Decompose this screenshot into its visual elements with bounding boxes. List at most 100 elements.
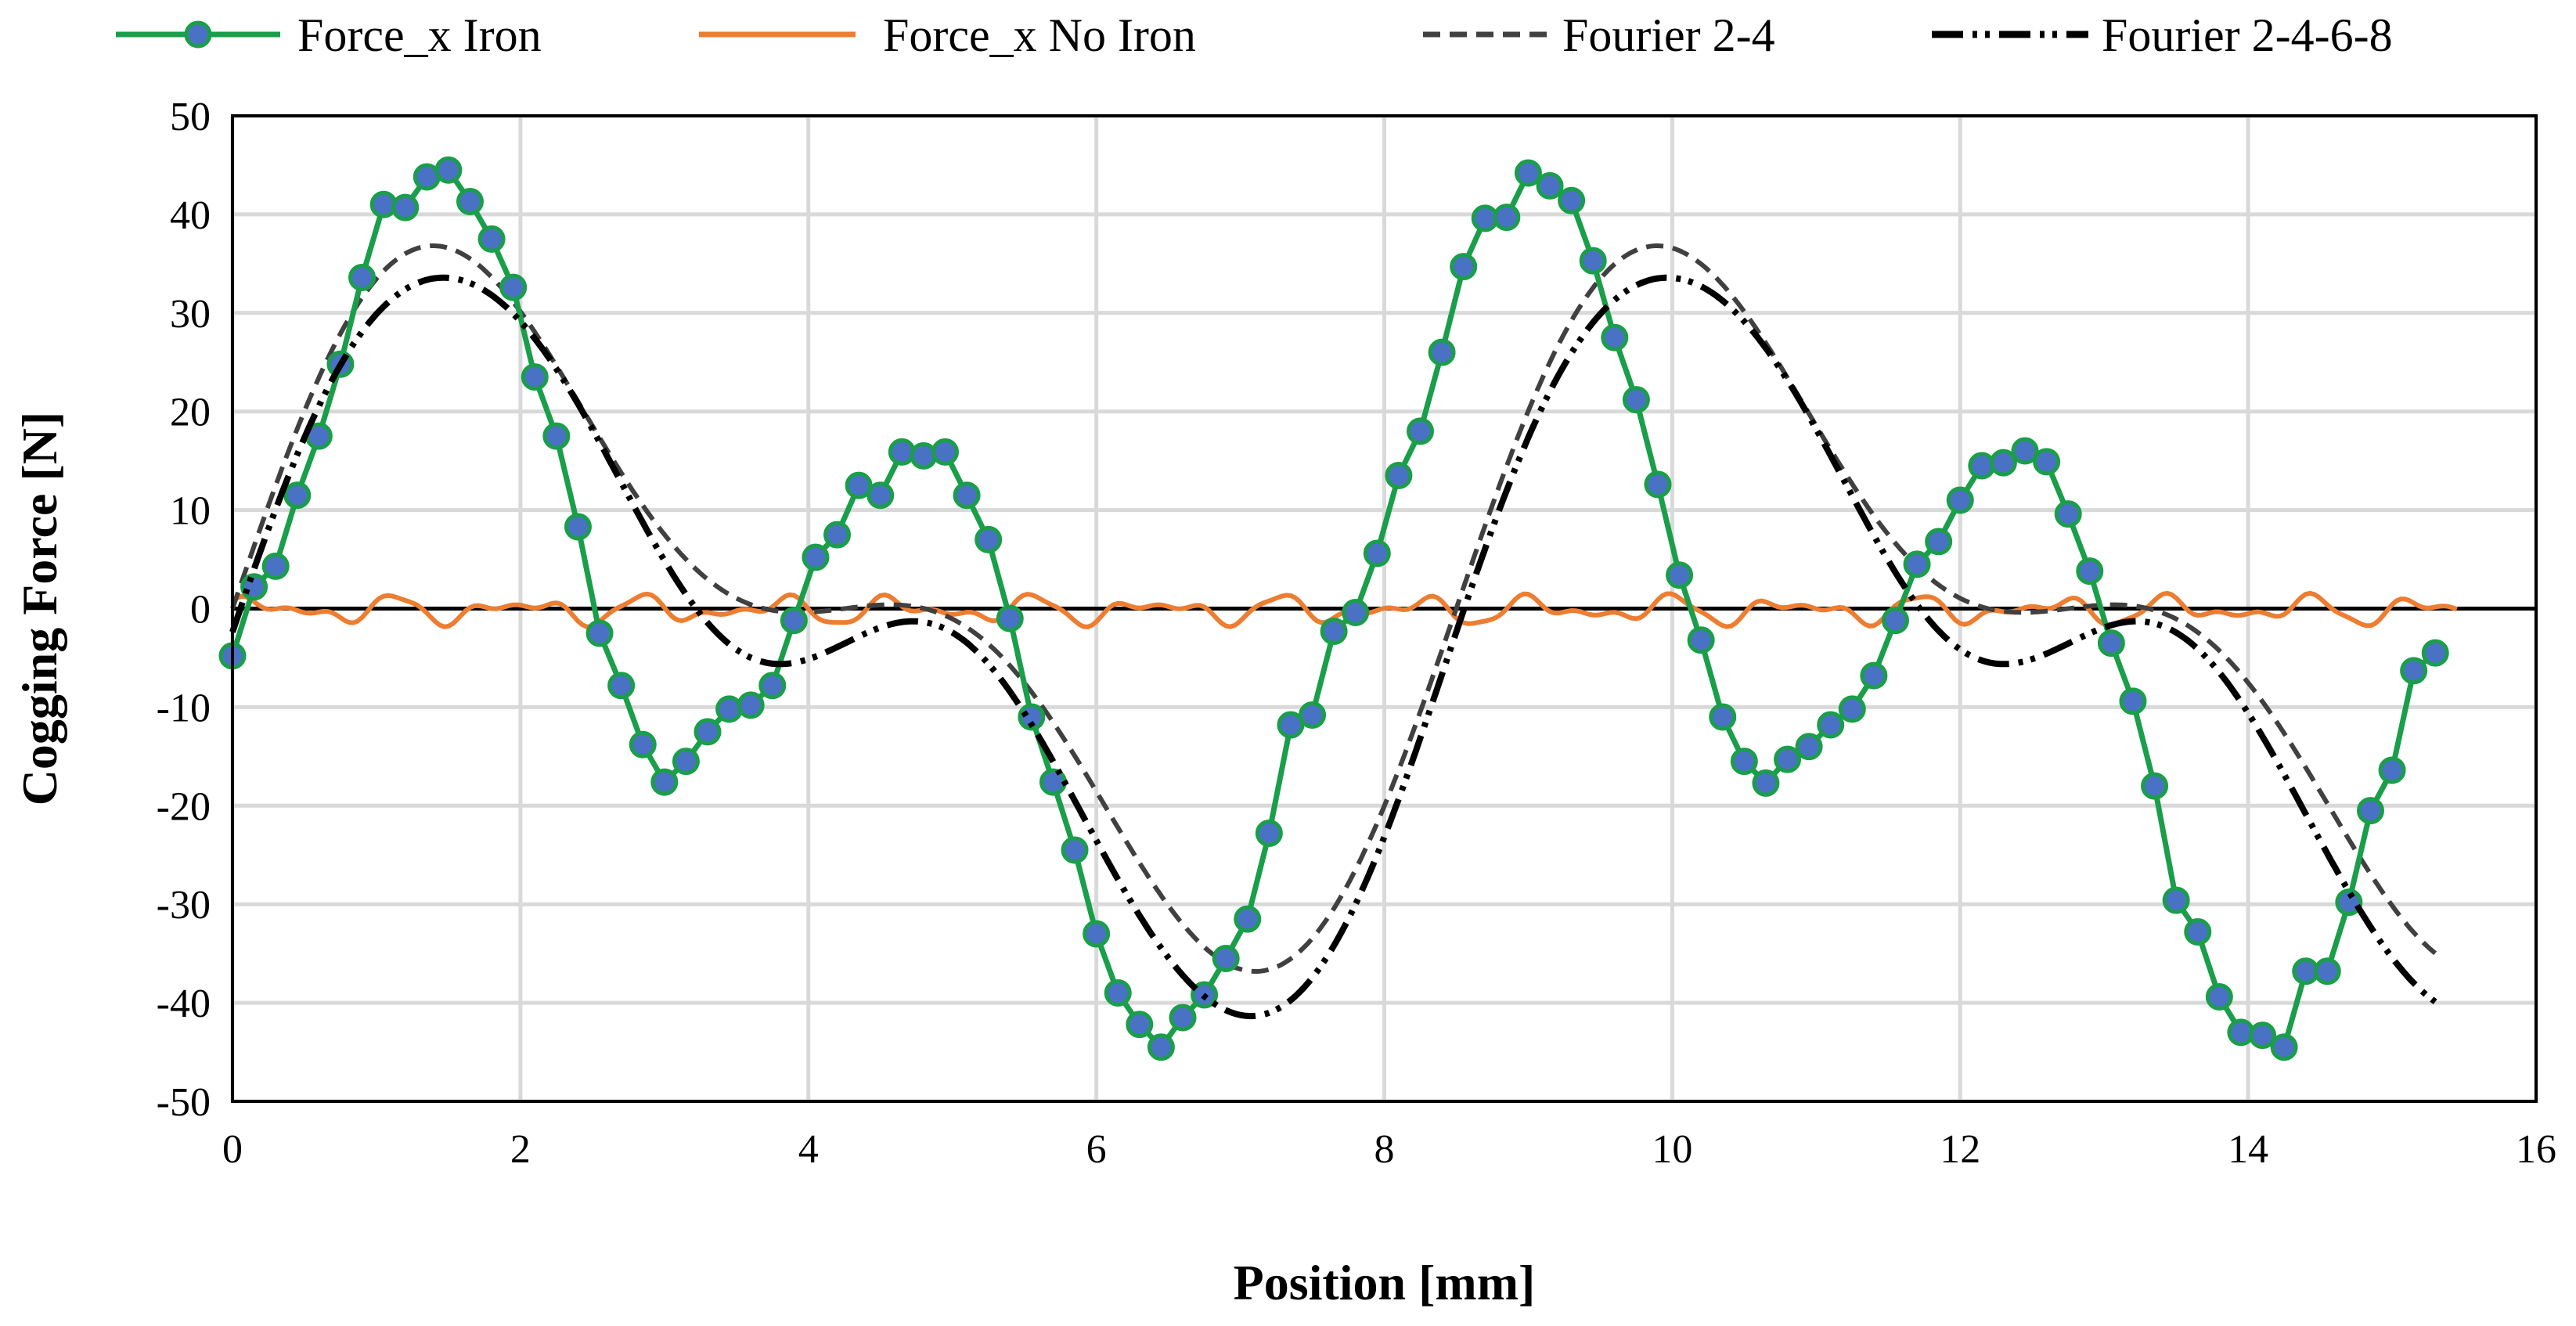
- force-x-iron-point: [2054, 500, 2082, 528]
- force-x-iron-point: [672, 748, 700, 776]
- y-tick-label: -50: [157, 1080, 211, 1125]
- force-x-iron-point: [542, 422, 571, 450]
- legend-item: Force_x No Iron: [699, 9, 1196, 61]
- force-x-iron-point: [2205, 983, 2233, 1011]
- force-x-iron-point: [1104, 979, 1132, 1007]
- force-x-iron-point: [910, 441, 938, 470]
- legend: Force_x Iron Force_x No Iron Fourier 2-4 Fo…: [116, 9, 2393, 61]
- force-x-iron-point: [369, 190, 398, 218]
- force-x-iron-point: [434, 156, 463, 184]
- legend-marker: [184, 20, 212, 49]
- force-x-iron-point: [953, 481, 981, 510]
- y-tick-label: -40: [157, 982, 211, 1026]
- x-tick-label: 10: [1652, 1127, 1692, 1172]
- force-x-iron-point: [1558, 186, 1586, 214]
- force-x-iron-point: [975, 525, 1003, 553]
- force-x-iron-point: [866, 481, 895, 510]
- x-tick-label: 14: [2228, 1127, 2268, 1172]
- force-x-iron-point: [2033, 448, 2061, 476]
- force-x-iron-point: [1234, 905, 1262, 933]
- x-tick-label: 2: [510, 1127, 531, 1172]
- x-tick-label: 6: [1086, 1127, 1107, 1172]
- force-x-iron-point: [2356, 797, 2384, 825]
- force-x-iron-point: [1946, 486, 1974, 514]
- y-tick-label: 10: [170, 489, 211, 534]
- legend-item: Force_x Iron: [116, 9, 542, 61]
- force-x-iron-point: [1795, 733, 1823, 761]
- series-line-fourier-2-4: [230, 243, 2437, 974]
- force-x-iron-point: [585, 619, 614, 647]
- force-x-iron-point: [1968, 452, 1996, 480]
- y-tick-label: -20: [157, 784, 211, 829]
- force-x-iron-point: [650, 768, 679, 796]
- force-x-iron-point: [629, 730, 657, 758]
- y-tick-label: -10: [157, 686, 211, 730]
- force-x-iron-point: [780, 607, 808, 635]
- force-x-iron-point: [1579, 247, 1607, 275]
- force-x-iron-point: [888, 438, 916, 466]
- y-tick-label: 50: [170, 95, 211, 139]
- force-x-iron-point: [2011, 437, 2039, 465]
- force-x-iron-point: [477, 225, 506, 253]
- force-x-iron-point: [1622, 386, 1650, 414]
- force-x-iron-point: [694, 718, 722, 746]
- force-x-iron-point: [2421, 639, 2449, 667]
- force-x-iron-point: [1644, 470, 1672, 499]
- force-x-iron-point: [1817, 711, 1845, 739]
- force-x-iron-point: [1838, 695, 1866, 723]
- x-tick-labels: 0 2 4 6 8 10 12 14 16: [222, 1127, 2556, 1172]
- force-x-iron-point: [737, 691, 765, 719]
- force-x-iron-point: [2378, 756, 2406, 784]
- force-x-iron-point: [1255, 820, 1283, 848]
- force-x-iron-point: [1169, 1004, 1197, 1032]
- force-x-iron-point: [2400, 657, 2428, 685]
- force-x-iron-point: [521, 363, 549, 391]
- force-x-iron-point: [1212, 944, 1240, 972]
- legend-label: Force_x Iron: [297, 9, 542, 61]
- force-x-iron-point: [2162, 886, 2190, 914]
- y-axis-title: Cogging Force [N]: [12, 412, 67, 806]
- force-x-iron-point: [1428, 338, 1456, 366]
- x-tick-label: 4: [798, 1127, 819, 1172]
- series-line-fourier-2-4-6-8: [229, 274, 2437, 1020]
- force-x-iron-point: [823, 521, 852, 549]
- legend-label: Force_x No Iron: [883, 9, 1196, 61]
- force-x-iron-point: [1514, 159, 1542, 187]
- y-tick-label: -30: [157, 883, 211, 928]
- force-x-iron-point: [1299, 701, 1327, 729]
- force-x-iron-point: [1601, 323, 1629, 351]
- force-x-iron-point: [758, 672, 787, 700]
- legend-label: Fourier 2-4-6-8: [2102, 9, 2393, 61]
- force-x-iron-point: [802, 543, 830, 571]
- y-tick-label: 30: [170, 292, 211, 337]
- force-x-iron-point: [1493, 204, 1521, 232]
- force-x-iron-point: [1666, 561, 1694, 589]
- force-x-iron-point: [1752, 769, 1780, 797]
- legend-item: Fourier 2-4: [1423, 9, 1775, 61]
- force-x-iron-point: [2141, 772, 2169, 800]
- legend-item: Fourier 2-4-6-8: [1932, 9, 2393, 61]
- force-x-iron-point: [283, 481, 312, 510]
- plot-frame: [231, 114, 2538, 1103]
- force-x-iron-point: [1450, 253, 1478, 281]
- series-layer: [218, 156, 2458, 1061]
- force-x-iron-point: [1039, 768, 1067, 796]
- force-x-iron-point: [607, 672, 636, 700]
- force-x-iron-point: [1342, 599, 1370, 627]
- force-x-iron-point: [715, 695, 744, 723]
- x-tick-label: 16: [2516, 1127, 2556, 1172]
- force-x-iron-point: [1320, 617, 1348, 645]
- force-x-iron-point: [348, 263, 376, 291]
- force-x-iron-point: [1730, 748, 1758, 776]
- force-x-iron-point: [1061, 836, 1089, 864]
- force-x-iron-point: [1083, 920, 1111, 948]
- force-x-iron-point: [499, 273, 528, 301]
- force-x-iron-point: [1709, 703, 1737, 731]
- force-x-iron-point: [2119, 687, 2147, 715]
- force-x-iron-point: [1536, 171, 1564, 200]
- force-x-iron-point: [1881, 607, 1909, 635]
- x-axis-title: Position [mm]: [1234, 1255, 1536, 1310]
- y-tick-label: 0: [190, 588, 211, 632]
- force-x-iron-point: [261, 552, 290, 580]
